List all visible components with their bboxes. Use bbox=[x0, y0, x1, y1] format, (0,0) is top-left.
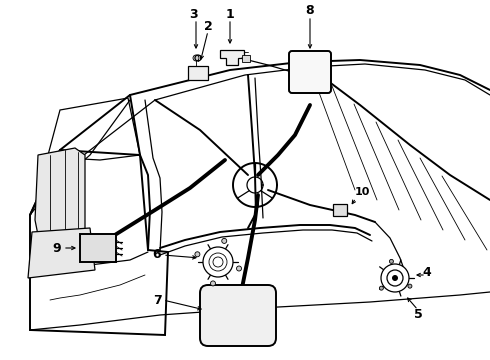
Polygon shape bbox=[188, 66, 208, 80]
Polygon shape bbox=[28, 228, 95, 278]
Text: 3: 3 bbox=[189, 8, 197, 21]
Text: 1: 1 bbox=[225, 8, 234, 21]
Circle shape bbox=[193, 55, 199, 61]
Text: 9: 9 bbox=[53, 242, 61, 255]
Bar bbox=[333, 204, 347, 216]
Polygon shape bbox=[35, 148, 85, 235]
Text: 7: 7 bbox=[152, 293, 161, 306]
Circle shape bbox=[211, 281, 216, 286]
Circle shape bbox=[392, 275, 398, 281]
Circle shape bbox=[203, 247, 233, 277]
Circle shape bbox=[237, 266, 242, 271]
FancyBboxPatch shape bbox=[200, 285, 276, 346]
Circle shape bbox=[381, 264, 409, 292]
Polygon shape bbox=[88, 246, 112, 260]
Text: 10: 10 bbox=[355, 187, 370, 197]
Polygon shape bbox=[220, 50, 244, 65]
Text: 6: 6 bbox=[153, 248, 161, 261]
Circle shape bbox=[195, 252, 200, 257]
Circle shape bbox=[390, 260, 393, 264]
Text: 5: 5 bbox=[414, 309, 422, 321]
Circle shape bbox=[379, 286, 383, 290]
Circle shape bbox=[222, 238, 227, 243]
FancyBboxPatch shape bbox=[289, 51, 331, 93]
Polygon shape bbox=[242, 55, 250, 62]
Text: 2: 2 bbox=[204, 19, 212, 32]
Circle shape bbox=[408, 284, 412, 288]
Text: 4: 4 bbox=[422, 266, 431, 279]
Bar bbox=[80, 234, 116, 262]
Text: 8: 8 bbox=[306, 4, 314, 17]
